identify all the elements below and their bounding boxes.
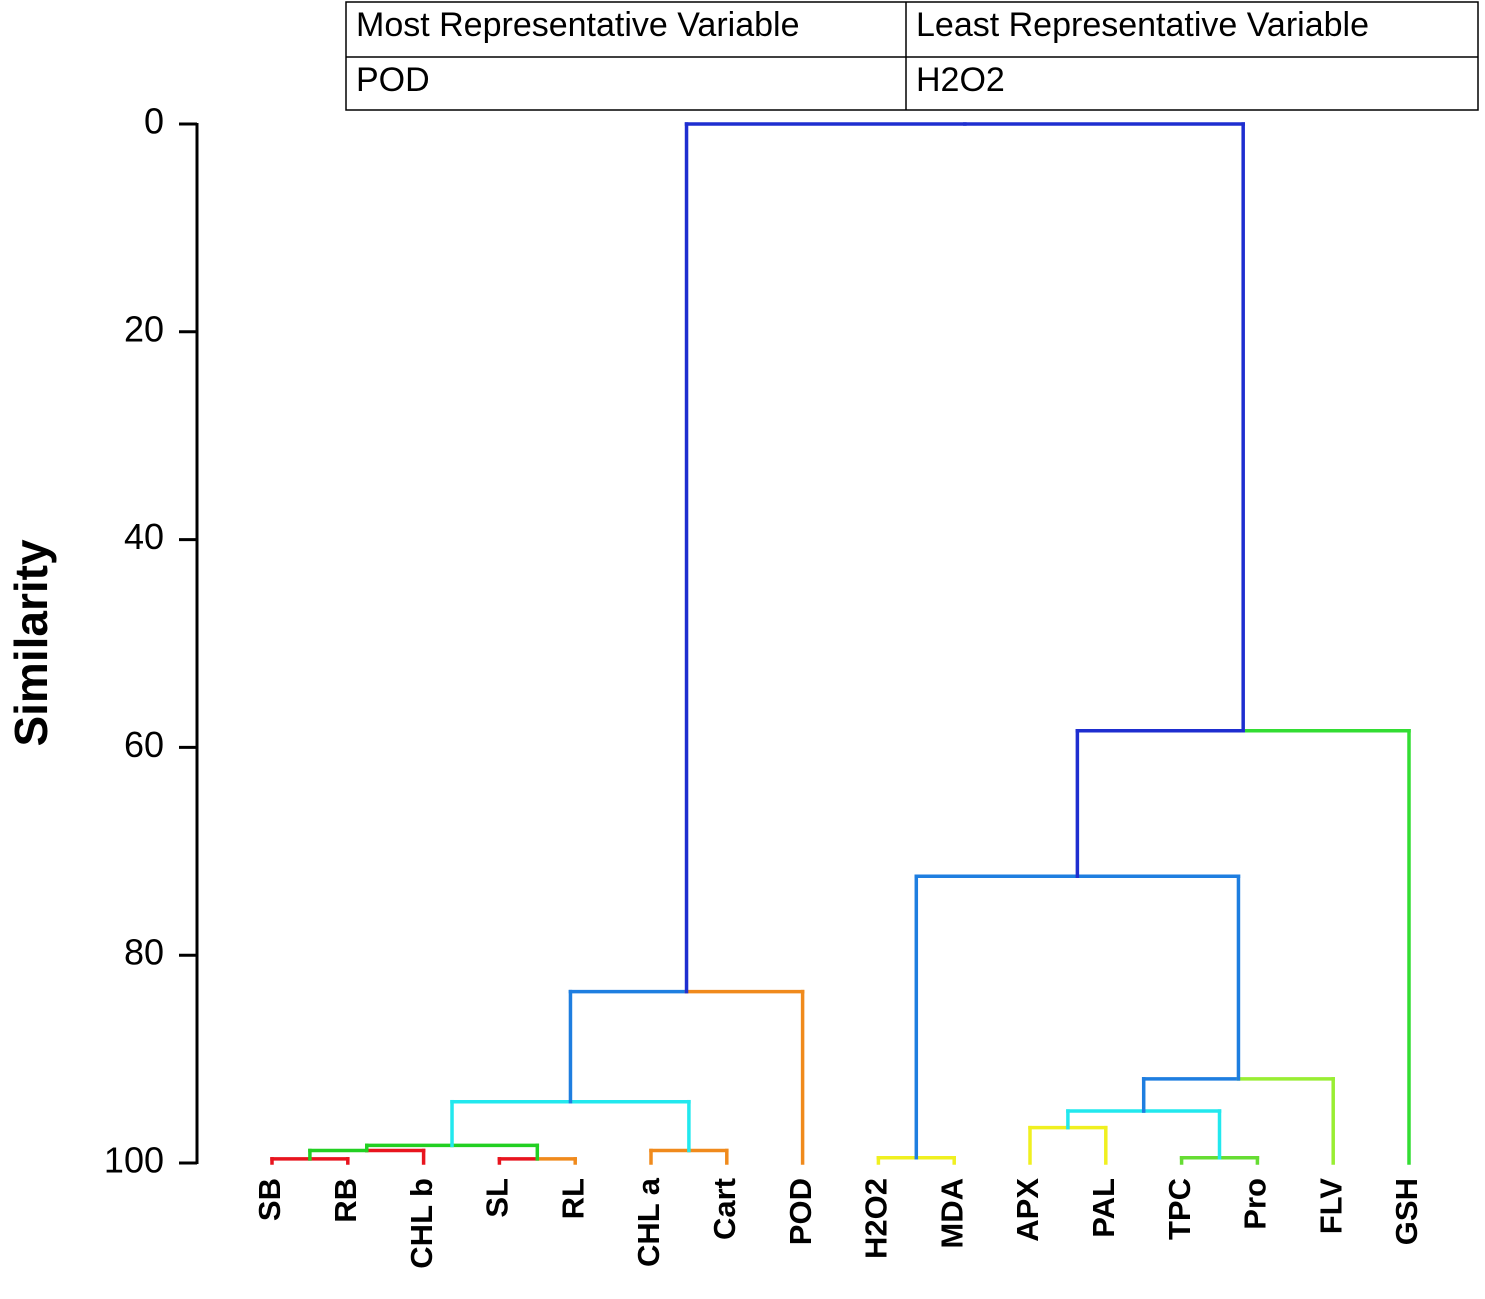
table	[345, 1, 1479, 111]
leaf-label: CHL b	[404, 1178, 439, 1269]
leaf-label: SB	[252, 1178, 287, 1221]
leaf-label: FLV	[1313, 1178, 1348, 1235]
leaf-label: SL	[480, 1178, 515, 1218]
leaf-label: TPC	[1162, 1178, 1197, 1240]
y-tick-label: 80	[124, 932, 164, 973]
leaf-label: Cart	[707, 1178, 742, 1240]
y-tick-label: 40	[124, 516, 164, 557]
leaf-label: CHL a	[631, 1177, 666, 1267]
leaf-label: MDA	[934, 1178, 969, 1249]
table-header: Most Representative Variable	[356, 6, 799, 44]
y-tick-label: 100	[104, 1140, 164, 1181]
leaf-label: GSH	[1389, 1178, 1424, 1245]
leaf-label: RB	[328, 1178, 363, 1223]
table-border	[345, 1, 1479, 111]
leaf-label: RL	[555, 1178, 590, 1219]
y-tick-label: 20	[124, 308, 164, 349]
y-axis-title: Similarity	[5, 539, 57, 747]
leaf-label: PAL	[1086, 1178, 1121, 1238]
leaf-label: APX	[1010, 1178, 1045, 1242]
leaf-label: H2O2	[859, 1178, 894, 1259]
y-tick-label: 60	[124, 724, 164, 765]
y-tick-label: 0	[144, 101, 164, 142]
table-header: Least Representative Variable	[916, 6, 1369, 44]
leaf-label: POD	[783, 1178, 818, 1245]
table-cell: POD	[356, 61, 430, 99]
leaf-label: Pro	[1238, 1178, 1273, 1230]
table-cell: H2O2	[916, 61, 1005, 99]
